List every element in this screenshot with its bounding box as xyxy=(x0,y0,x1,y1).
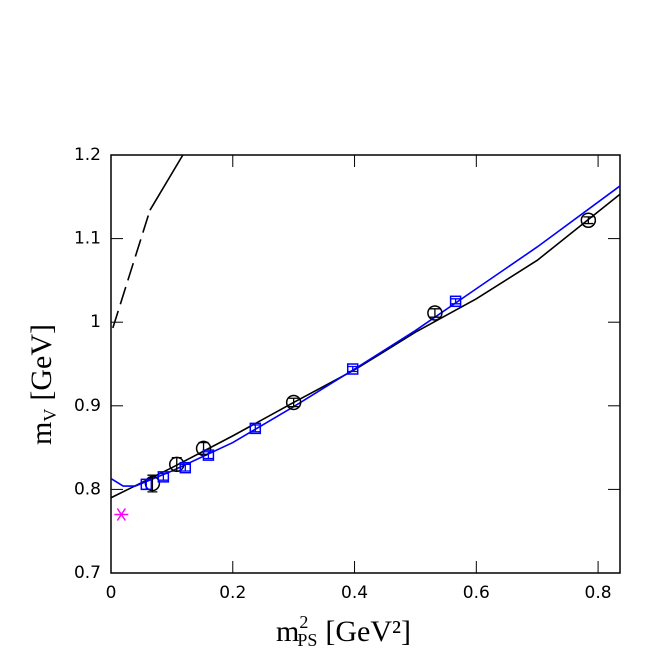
x-tick-label: 0.6 xyxy=(463,583,490,603)
fit-line xyxy=(110,185,621,487)
x-tick-label: 0.4 xyxy=(341,583,368,603)
y-tick-label: 1 xyxy=(90,312,101,332)
data-point xyxy=(179,461,192,474)
y-tick-label: 1.2 xyxy=(74,145,101,165)
x-tick-label: 0.8 xyxy=(585,583,612,603)
error-bar xyxy=(583,216,594,225)
data-point xyxy=(140,478,153,491)
y-tick-label: 0.8 xyxy=(74,479,101,499)
data-point xyxy=(144,475,161,492)
data-point xyxy=(249,422,262,435)
error-bar xyxy=(450,298,461,305)
y-tick-label: 1.1 xyxy=(74,229,101,249)
data-point xyxy=(580,212,597,228)
fit-line xyxy=(112,209,151,329)
fit-line xyxy=(149,154,184,211)
y-label-sub: V xyxy=(40,409,60,422)
data-point xyxy=(157,471,170,483)
y-tick-label: 0.9 xyxy=(74,396,101,416)
data-point xyxy=(427,305,443,321)
data-point xyxy=(114,508,129,521)
x-label-sub: PS xyxy=(297,630,317,650)
data-point xyxy=(449,295,462,308)
x-tick-label: 0 xyxy=(106,583,117,603)
error-bar xyxy=(147,474,158,493)
data-point xyxy=(346,363,359,375)
error-bar xyxy=(180,463,191,472)
data-point xyxy=(202,449,215,461)
error-bar xyxy=(429,308,440,318)
y-tick-label: 0.7 xyxy=(74,563,101,583)
data-point xyxy=(285,394,302,411)
x-label-main: m xyxy=(276,615,299,648)
y-label-main: m xyxy=(25,422,58,445)
fit-line xyxy=(110,193,621,499)
error-bar xyxy=(288,397,299,408)
y-label-unit: [GeV] xyxy=(25,324,58,401)
plot-frame xyxy=(110,154,621,574)
x-tick-label: 0.2 xyxy=(219,583,246,603)
error-bar xyxy=(250,424,261,433)
x-label-unit: [GeV²] xyxy=(325,615,411,648)
error-bar xyxy=(158,472,169,481)
x-label-sup: 2 xyxy=(299,612,308,632)
error-bar xyxy=(203,451,214,460)
x-axis-label: m2 PS [GeV²] xyxy=(276,612,411,650)
error-bar xyxy=(347,365,358,373)
y-axis-label: mV [GeV] xyxy=(25,324,60,445)
